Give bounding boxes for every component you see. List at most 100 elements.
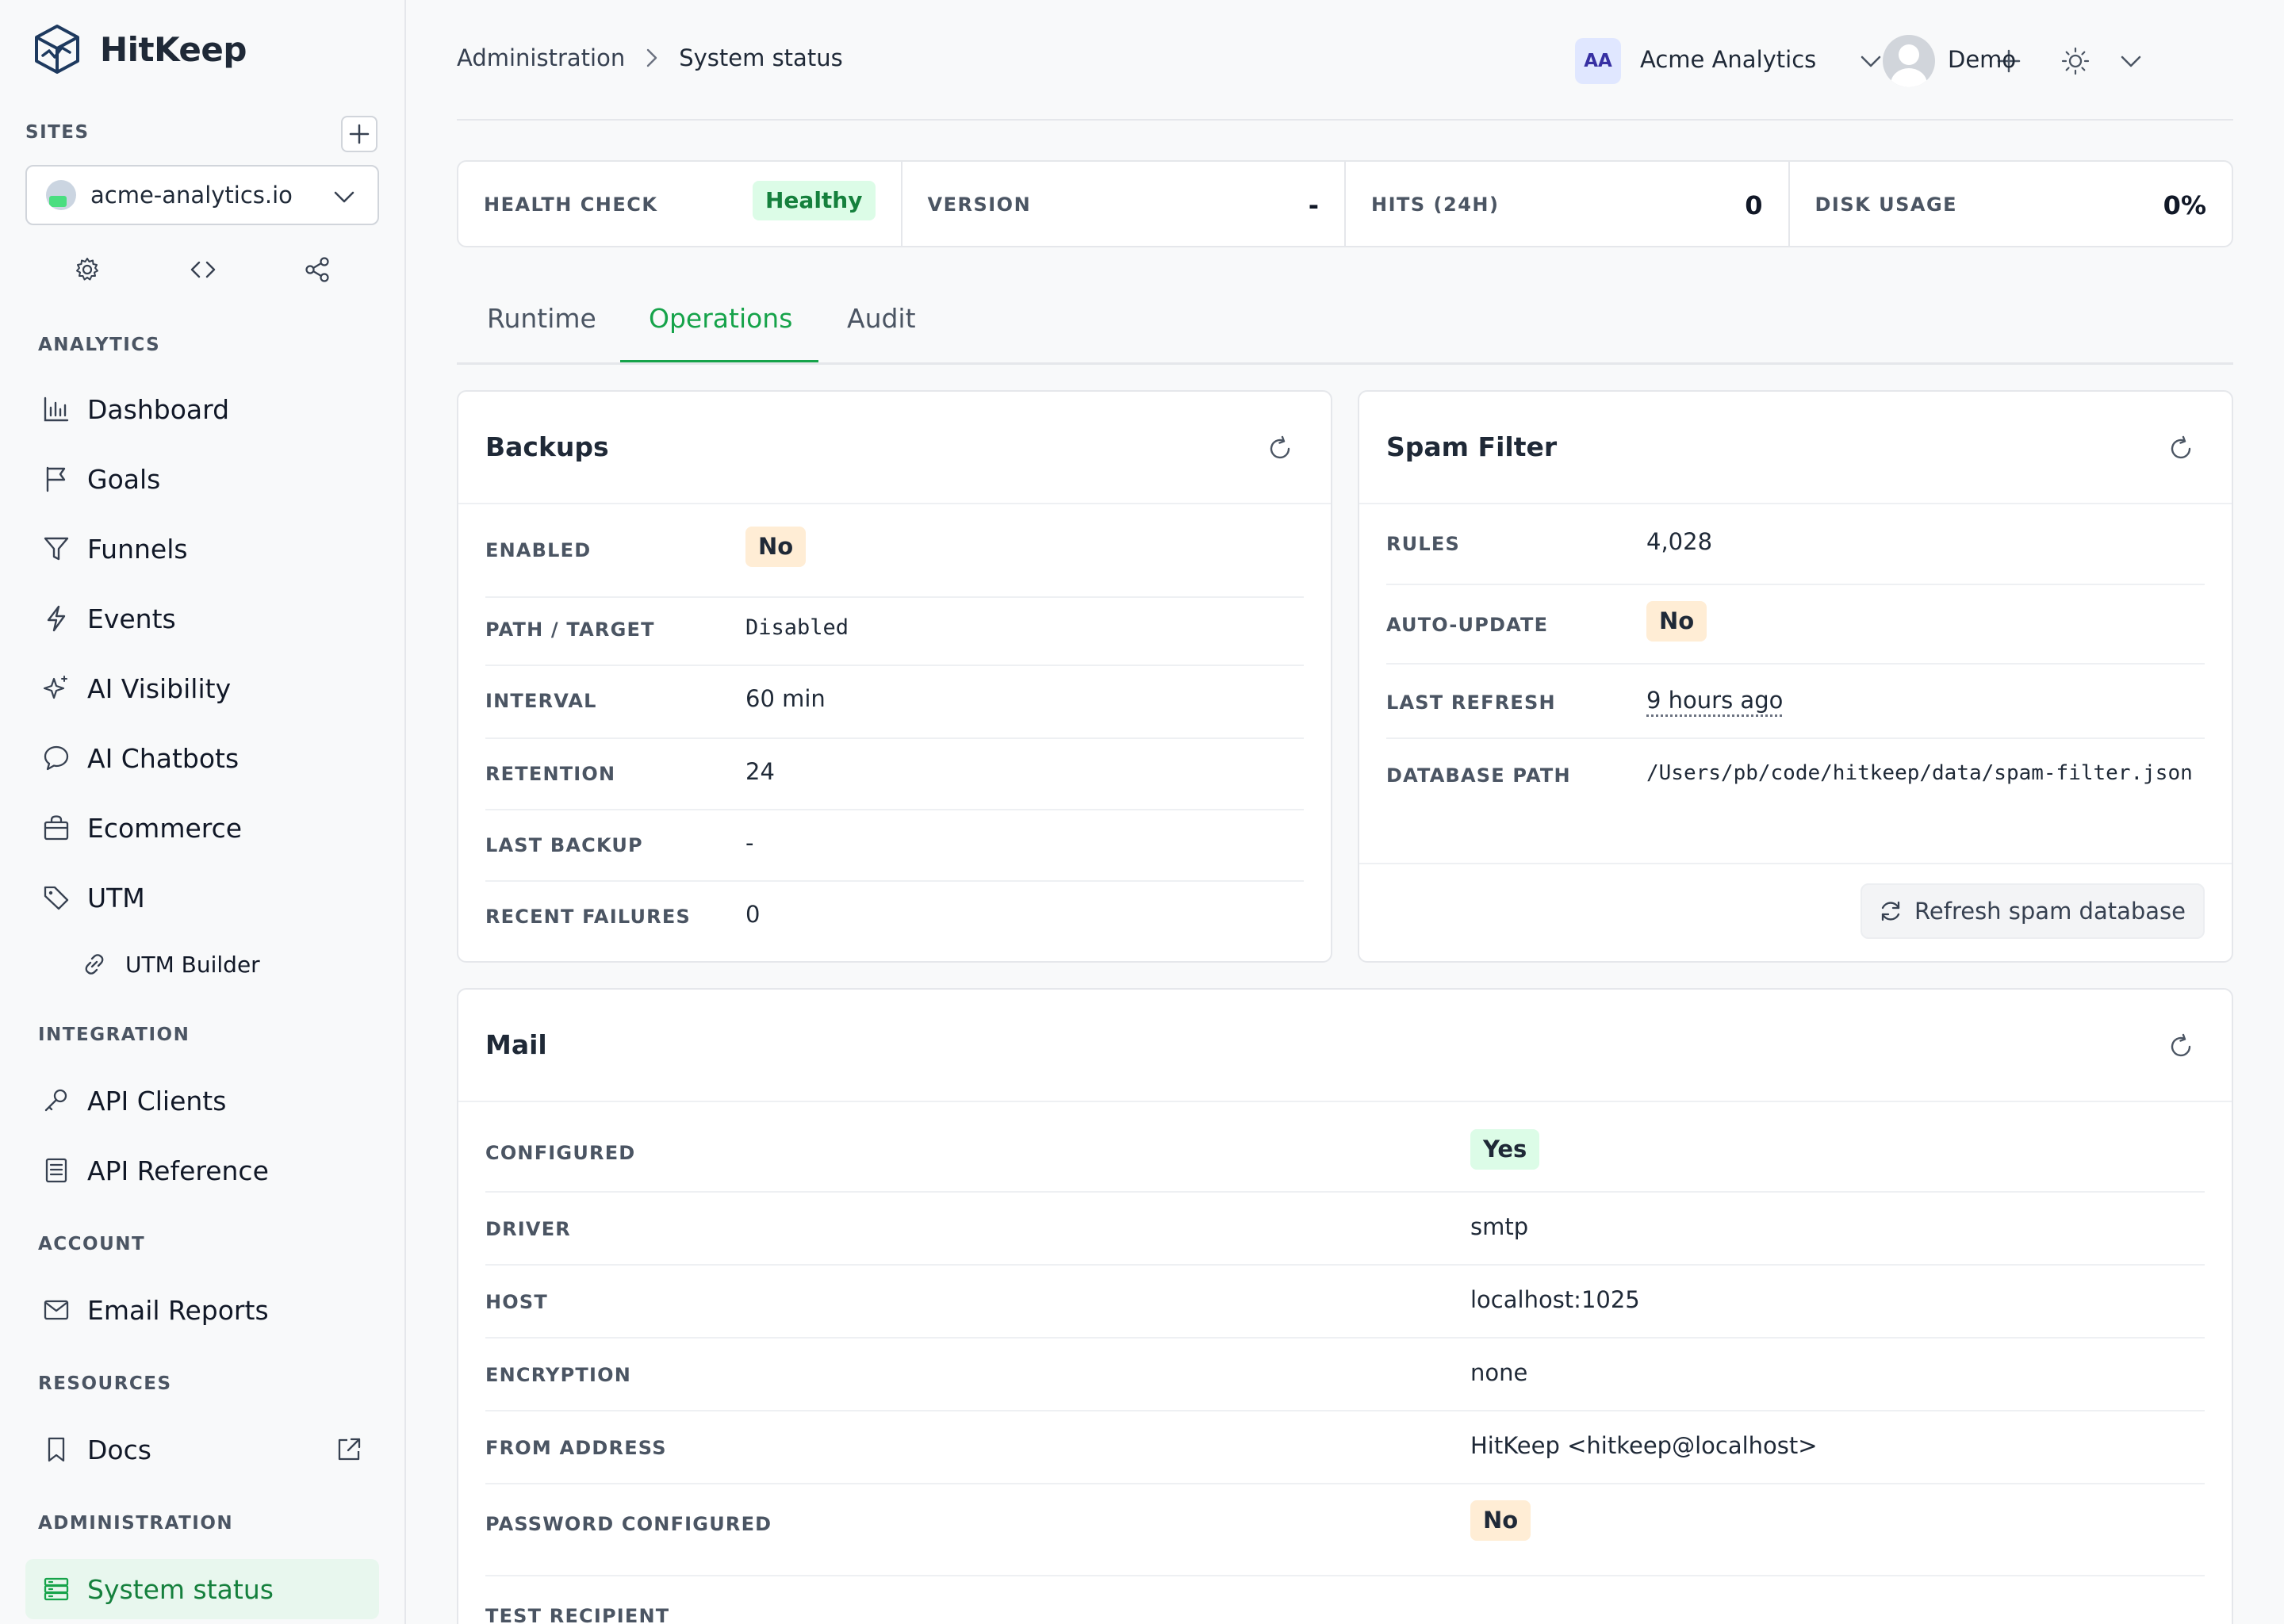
row-value: 60 min	[745, 685, 826, 712]
sidebar-item-funnels[interactable]: Funnels	[25, 519, 379, 579]
stat-label: HITS (24H)	[1371, 193, 1500, 216]
sidebar-item-label: Funnels	[87, 533, 188, 565]
section-label-resources: RESOURCES	[38, 1373, 172, 1394]
user-name[interactable]: Demo	[1948, 46, 2017, 73]
row-label: FROM ADDRESS	[485, 1437, 667, 1459]
bolt-icon	[41, 603, 71, 634]
org-switcher-chevron[interactable]	[1853, 43, 1889, 79]
tab-bar: Runtime Operations Audit	[457, 285, 2233, 365]
create-new-button[interactable]	[1991, 43, 2027, 79]
tab-audit[interactable]: Audit	[847, 303, 916, 334]
document-icon	[41, 1155, 71, 1185]
row-divider	[1386, 663, 2205, 665]
section-label-administration: ADMINISTRATION	[38, 1513, 234, 1534]
stat-label: VERSION	[927, 193, 1032, 216]
mail-refresh-button[interactable]	[2165, 1031, 2197, 1063]
row-divider	[485, 596, 1304, 598]
sparkles-icon	[41, 673, 71, 703]
row-divider	[485, 880, 1304, 882]
card-title: Backups	[485, 431, 609, 462]
row-label: TEST RECIPIENT	[485, 1605, 670, 1624]
row-label: PASSWORD CONFIGURED	[485, 1513, 772, 1535]
sidebar-item-goals[interactable]: Goals	[25, 449, 379, 509]
row-label: PATH / TARGET	[485, 619, 655, 641]
user-menu-chevron[interactable]	[2113, 43, 2149, 79]
row-divider	[485, 1337, 2205, 1339]
stat-value: 0%	[2163, 190, 2206, 220]
sidebar-item-label: Email Reports	[87, 1294, 269, 1326]
sidebar-item-email-reports[interactable]: Email Reports	[25, 1280, 379, 1340]
auto-update-badge: No	[1646, 601, 1707, 642]
row-label: LAST BACKUP	[485, 834, 643, 856]
add-site-button[interactable]	[341, 116, 377, 152]
sidebar-item-label: Events	[87, 603, 176, 634]
link-icon	[79, 949, 109, 979]
plus-icon	[1997, 49, 2021, 73]
site-settings-button[interactable]	[71, 254, 103, 285]
row-label: DATABASE PATH	[1386, 764, 1571, 787]
refresh-spam-database-button[interactable]: Refresh spam database	[1861, 883, 2205, 939]
breadcrumb-item-administration[interactable]: Administration	[457, 44, 626, 71]
card-title: Spam Filter	[1386, 431, 1558, 462]
row-value: /Users/pb/code/hitkeep/data/spam-filter.…	[1646, 761, 2193, 785]
tab-operations[interactable]: Operations	[649, 303, 793, 334]
row-label: RULES	[1386, 533, 1460, 555]
section-label-integration: INTEGRATION	[38, 1025, 190, 1045]
theme-toggle-button[interactable]	[2057, 43, 2094, 79]
spam-refresh-icon-button[interactable]	[2165, 433, 2197, 465]
chevron-down-icon	[2121, 56, 2141, 67]
backups-refresh-button[interactable]	[1264, 433, 1296, 465]
sync-icon	[1878, 898, 1903, 924]
stat-value: 0	[1745, 190, 1763, 220]
row-divider	[485, 1575, 2205, 1576]
envelope-icon	[41, 1295, 71, 1325]
active-tab-indicator	[620, 360, 818, 362]
app-logo[interactable]: HitKeep	[33, 24, 247, 75]
row-value: HitKeep <hitkeep@localhost>	[1470, 1432, 1818, 1459]
shopping-bag-icon	[41, 813, 71, 843]
share-icon	[305, 257, 329, 282]
sidebar-item-api-clients[interactable]: API Clients	[25, 1071, 379, 1131]
sidebar-item-api-reference[interactable]: API Reference	[25, 1140, 379, 1201]
row-label: RECENT FAILURES	[485, 906, 691, 928]
sidebar-item-events[interactable]: Events	[25, 588, 379, 649]
refresh-icon	[2171, 1033, 2191, 1057]
row-value: Disabled	[745, 615, 849, 640]
sidebar-item-utm[interactable]: UTM	[25, 868, 379, 928]
backup-enabled-badge: No	[745, 527, 807, 567]
sidebar-item-utm-builder[interactable]: UTM Builder	[63, 934, 379, 994]
sidebar-item-dashboard[interactable]: Dashboard	[25, 379, 379, 439]
stat-health-check: HEALTH CHECK Healthy	[458, 162, 902, 246]
user-avatar[interactable]	[1883, 35, 1935, 87]
site-favicon	[46, 180, 76, 210]
row-label: ENABLED	[485, 539, 592, 561]
sidebar-item-ai-chatbots[interactable]: AI Chatbots	[25, 728, 379, 788]
sidebar-item-label: Dashboard	[87, 393, 230, 425]
org-avatar[interactable]: AA	[1575, 38, 1621, 84]
hitkeep-logo-icon	[35, 25, 79, 74]
share-site-button[interactable]	[301, 254, 333, 285]
sidebar-item-docs[interactable]: Docs	[25, 1419, 379, 1480]
site-tools	[0, 251, 406, 290]
row-value: 0	[745, 901, 761, 928]
sidebar-item-ai-visibility[interactable]: AI Visibility	[25, 658, 379, 718]
tracking-code-button[interactable]	[187, 254, 219, 285]
plus-icon	[349, 124, 370, 144]
tab-runtime[interactable]: Runtime	[487, 303, 596, 334]
sun-icon	[2061, 47, 2090, 75]
section-label-account: ACCOUNT	[38, 1234, 146, 1254]
stats-summary: HEALTH CHECK Healthy VERSION - HITS (24H…	[457, 160, 2233, 247]
site-selector[interactable]: acme-analytics.io	[25, 165, 379, 225]
org-switcher-name[interactable]: Acme Analytics	[1640, 46, 1817, 73]
site-name: acme-analytics.io	[90, 182, 293, 209]
row-divider	[485, 665, 1304, 666]
row-label: RETENTION	[485, 763, 616, 785]
tag-icon	[41, 883, 71, 913]
sidebar-item-system-status[interactable]: System status	[25, 1559, 379, 1619]
row-divider	[1386, 737, 2205, 739]
stat-disk-usage: DISK USAGE 0%	[1790, 162, 2232, 246]
chevron-down-icon	[1861, 56, 1881, 67]
last-refresh-relative-time[interactable]: 9 hours ago	[1646, 687, 1784, 714]
sidebar-item-ecommerce[interactable]: Ecommerce	[25, 798, 379, 858]
row-value: localhost:1025	[1470, 1286, 1640, 1313]
